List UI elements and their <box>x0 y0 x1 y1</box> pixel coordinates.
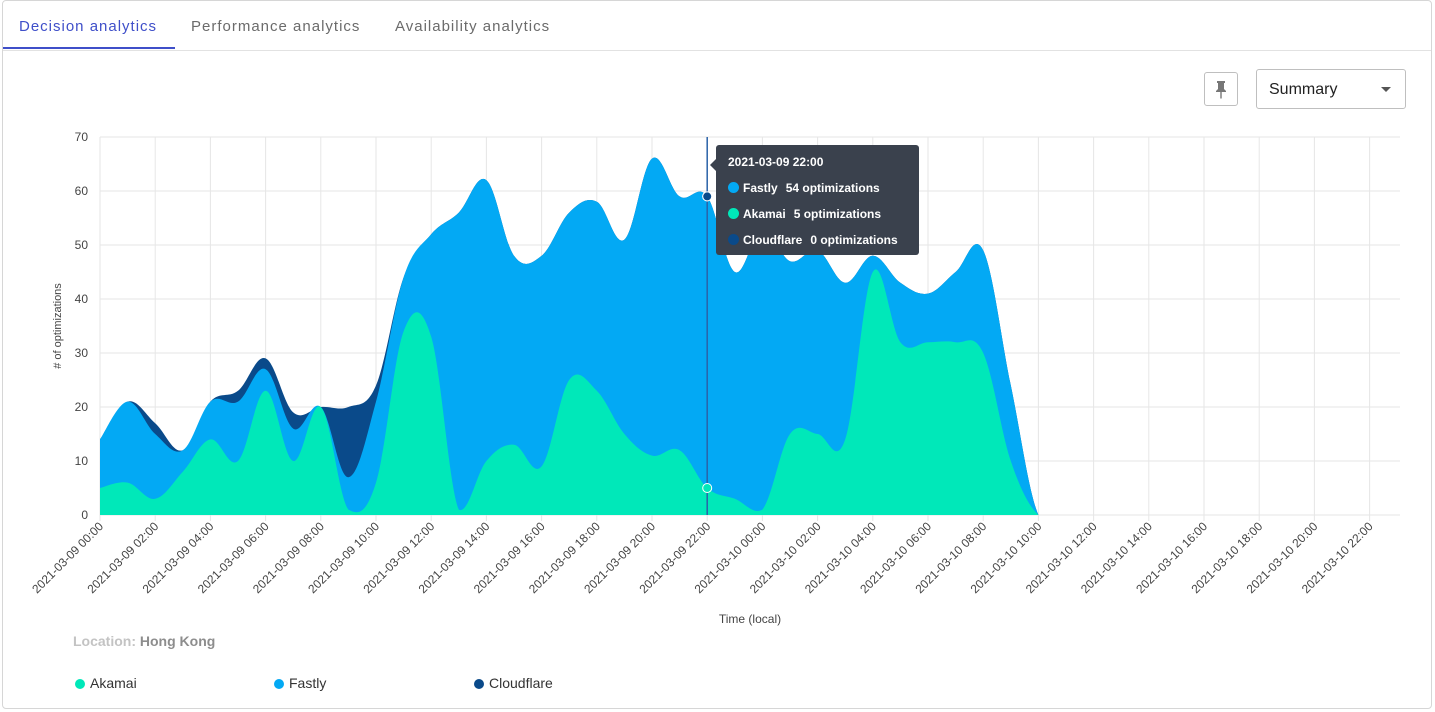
tooltip-value: 54 optimizations <box>785 181 880 195</box>
akamai-dot-icon <box>728 208 739 219</box>
legend-label: Fastly <box>289 675 327 691</box>
tab-availability-analytics[interactable]: Availability analytics <box>395 18 551 35</box>
location-label: Location: Hong Kong <box>73 633 215 649</box>
y-tick-label: 0 <box>81 508 88 522</box>
tooltip-provider: Akamai <box>743 207 786 221</box>
tooltip-title: 2021-03-09 22:00 <box>728 155 824 169</box>
location-value: Hong Kong <box>139 633 216 649</box>
tooltip-row-akamai: Akamai 5 optimizations <box>728 207 881 221</box>
tooltip-row-fastly: Fastly 54 optimizations <box>728 181 880 195</box>
legend-item-akamai[interactable]: Akamai <box>75 675 137 691</box>
y-axis-title: # of optimizations <box>52 283 64 369</box>
view-select[interactable]: Summary <box>1256 69 1406 109</box>
tab-decision-analytics[interactable]: Decision analytics <box>19 18 158 35</box>
y-tick-label: 50 <box>75 238 89 252</box>
fastly-legend-dot-icon <box>274 679 284 689</box>
tooltip-provider: Cloudflare <box>743 233 803 247</box>
legend-item-fastly[interactable]: Fastly <box>274 675 326 691</box>
legend-label: Cloudflare <box>489 675 553 691</box>
pin-button[interactable] <box>1204 72 1238 106</box>
view-select-value: Summary <box>1269 81 1338 98</box>
active-tab-indicator <box>3 47 175 49</box>
analytics-tabs: Decision analytics Performance analytics… <box>3 1 1431 51</box>
caret-down-icon <box>1381 87 1391 92</box>
hover-point <box>702 191 713 202</box>
y-tick-label: 10 <box>75 454 89 468</box>
tooltip-provider: Fastly <box>743 181 778 195</box>
y-tick-label: 70 <box>75 130 89 144</box>
legend-item-cloudflare[interactable]: Cloudflare <box>474 675 553 691</box>
chart-areas <box>100 157 1398 516</box>
tooltip-row-cloudflare: Cloudflare 0 optimizations <box>728 233 898 247</box>
x-axis-title: Time (local) <box>719 612 781 626</box>
legend-label: Akamai <box>90 675 137 691</box>
akamai-legend-dot-icon <box>75 679 85 689</box>
y-tick-label: 30 <box>75 346 89 360</box>
area-akamai <box>100 269 1398 515</box>
pin-icon <box>1216 81 1226 99</box>
tab-performance-analytics[interactable]: Performance analytics <box>191 18 361 35</box>
y-tick-label: 60 <box>75 184 89 198</box>
tooltip-value: 0 optimizations <box>810 233 898 247</box>
cloudflare-legend-dot-icon <box>474 679 484 689</box>
chart-tooltip: 2021-03-09 22:00 Fastly 54 optimizations … <box>710 145 919 255</box>
fastly-dot-icon <box>728 182 739 193</box>
tooltip-value: 5 optimizations <box>793 207 882 221</box>
cloudflare-dot-icon <box>728 234 739 245</box>
hover-marker <box>702 137 713 515</box>
y-tick-label: 40 <box>75 292 89 306</box>
y-tick-label: 20 <box>75 400 89 414</box>
hover-point <box>702 483 713 493</box>
location-key: Location: <box>73 633 136 649</box>
